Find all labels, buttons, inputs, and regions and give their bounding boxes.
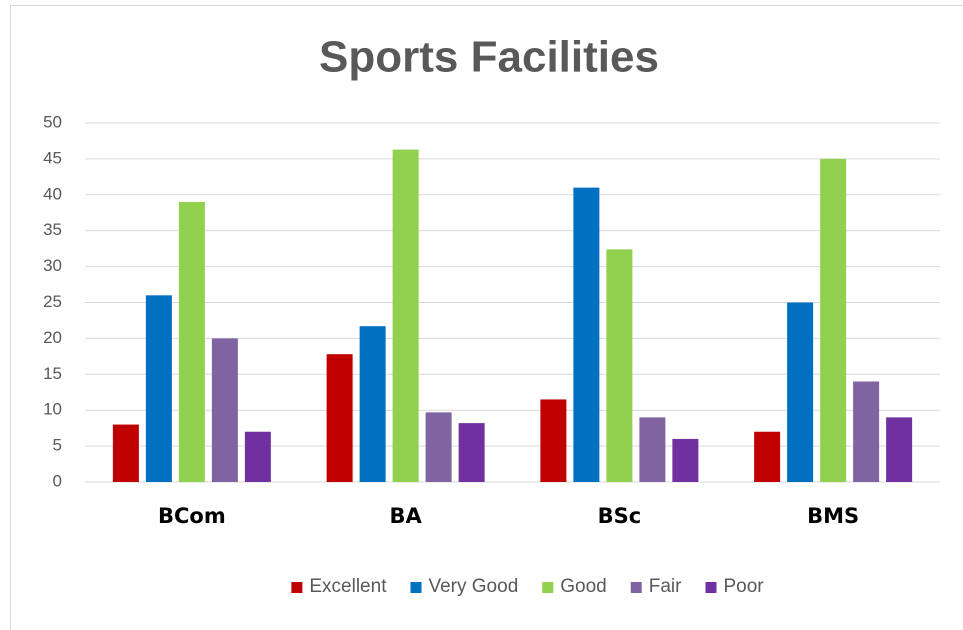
bar [672, 438, 699, 482]
x-tick-label: BA [389, 504, 422, 528]
bar [540, 399, 567, 482]
bar [178, 201, 205, 483]
x-tick-label: BSc [598, 504, 642, 528]
legend-label: Excellent [309, 576, 387, 597]
y-tick-label: 0 [53, 471, 62, 490]
y-tick-label: 50 [43, 112, 62, 131]
bar [145, 295, 172, 482]
bar [112, 424, 139, 482]
bar [820, 158, 847, 482]
bar [244, 431, 271, 482]
y-tick-label: 45 [43, 148, 62, 167]
chart-title: Sports Facilities [319, 33, 659, 82]
legend-swatch [705, 582, 717, 593]
legend-label: Very Good [428, 576, 518, 597]
bar [639, 417, 666, 482]
bar [606, 249, 633, 482]
x-tick-label: BMS [807, 504, 859, 528]
y-tick-label: 35 [43, 220, 62, 239]
bar [573, 187, 600, 482]
bar [425, 412, 452, 482]
bar [458, 423, 485, 482]
y-tick-label: 10 [43, 400, 62, 419]
y-tick-label: 5 [53, 436, 62, 455]
legend-label: Poor [723, 576, 764, 597]
legend-swatch [542, 582, 554, 593]
bar [853, 381, 880, 482]
y-tick-label: 25 [43, 292, 62, 311]
bar [787, 302, 814, 482]
bar [886, 417, 913, 482]
legend-swatch [630, 582, 642, 593]
bar [392, 149, 419, 483]
legend-label: Good [560, 576, 606, 597]
bar [326, 354, 353, 482]
y-tick-label: 40 [43, 184, 62, 203]
legend-label: Fair [649, 576, 682, 597]
y-tick-label: 30 [43, 256, 62, 275]
x-tick-label: BCom [158, 504, 226, 528]
bar [211, 338, 238, 482]
y-tick-label: 20 [43, 328, 62, 347]
bar [754, 431, 781, 482]
bar [359, 326, 386, 482]
legend-swatch [291, 582, 303, 593]
legend-swatch [410, 582, 422, 593]
y-tick-label: 15 [43, 364, 62, 383]
